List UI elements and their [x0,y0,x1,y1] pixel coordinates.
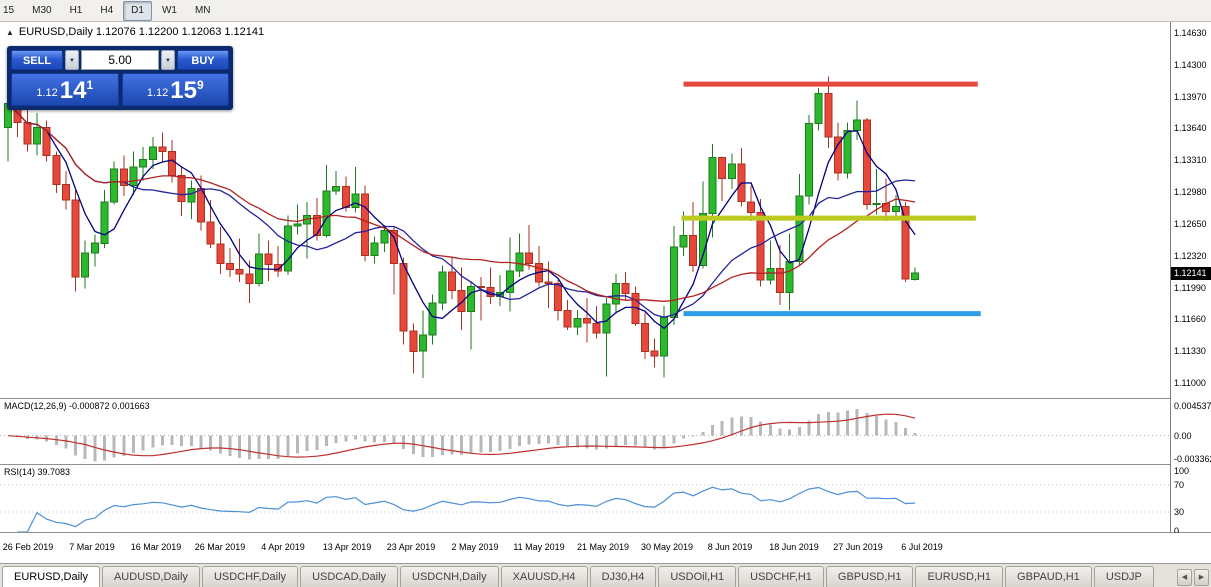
price-axis-label: 1.13310 [1174,155,1207,165]
price-axis-label: 1.12320 [1174,251,1207,261]
tab-usdoil-h1[interactable]: USDOil,H1 [658,566,737,587]
macd-pane[interactable]: MACD(12,26,9) -0.000872 0.001663 [0,399,1170,464]
price-axis[interactable]: 1.12141 1.14630 1.14300 1.13970 1.13640 1.13… [1170,22,1211,536]
tab-scroll-left-icon[interactable]: ◀ [1177,569,1192,586]
rsi-axis-label: 100 [1174,466,1190,476]
buy-button[interactable]: BUY [177,50,229,70]
price-axis-label: 1.11000 [1174,378,1206,388]
date-axis-label: 21 May 2019 [576,542,630,552]
tab-scroll-buttons: ◀ ▶ [1177,569,1209,586]
tab-eurusd-h1[interactable]: EURUSD,H1 [915,566,1004,587]
ask-price-prefix: 1.12 [146,87,169,99]
date-axis-label: 18 Jun 2019 [769,542,819,552]
date-axis-label: 4 Apr 2019 [261,542,305,552]
tab-gbpaud-h1[interactable]: GBPAUD,H1 [1005,566,1092,587]
current-price-badge: 1.12141 [1171,267,1211,280]
volume-stepper[interactable]: ▼ [161,50,175,70]
tab-eurusd-daily[interactable]: EURUSD,Daily [2,566,100,587]
timeframe-button-w1[interactable]: W1 [161,4,177,16]
tab-scroll-right-icon[interactable]: ▶ [1194,569,1209,586]
volume-input[interactable] [81,50,159,70]
sell-button[interactable]: SELL [11,50,63,70]
tab-usdchf-daily[interactable]: USDCHF,Daily [201,566,299,587]
bid-price-prefix: 1.12 [36,87,58,99]
date-axis-label: 11 May 2019 [513,542,565,552]
macd-axis-label: 0.004537 [1174,401,1211,411]
rsi-axis-label: 0 [1174,526,1180,536]
chart-title: ▲ EURUSD,Daily 1.12076 1.12200 1.12063 1… [6,26,264,38]
date-axis-label: 8 Jun 2019 [707,542,753,552]
price-axis-label: 1.14630 [1174,28,1207,38]
date-axis-label: 30 May 2019 [640,542,694,552]
macd-label: MACD(12,26,9) -0.000872 0.001663 [4,401,150,411]
price-axis-label: 1.13640 [1174,123,1207,133]
date-axis[interactable]: 26 Feb 2019 7 Mar 2019 16 Mar 2019 26 Mar 2… [0,533,1211,563]
date-axis-label: 2 May 2019 [451,542,499,552]
price-axis-label: 1.13970 [1174,92,1207,102]
date-axis-label: 27 Jun 2019 [833,542,883,552]
price-axis-label: 1.11330 [1174,346,1206,356]
date-axis-label: 16 Mar 2019 [130,542,182,552]
bid-price[interactable]: 1.12 14 1 [11,73,119,106]
pane-separator [0,532,1211,533]
ask-price[interactable]: 1.12 15 9 [121,73,229,106]
bid-price-big: 14 [59,77,87,104]
rsi-pane[interactable]: RSI(14) 39.7083 [0,465,1170,532]
date-axis-label: 23 Apr 2019 [386,542,436,552]
rsi-chart-svg [0,484,1170,532]
timeframe-button-15[interactable]: 15 [3,4,15,16]
timeframe-button-h4[interactable]: H4 [100,4,114,16]
tab-usdchf-h1[interactable]: USDCHF,H1 [738,566,824,587]
one-click-trading-panel: SELL ▼ ▼ BUY 1.12 14 1 1.12 15 9 [7,46,233,110]
price-axis-label: 1.11990 [1174,283,1206,293]
tab-usdcad-daily[interactable]: USDCAD,Daily [300,566,399,587]
ask-price-big: 15 [170,77,197,104]
chart-window: ▲ EURUSD,Daily 1.12076 1.12200 1.12063 1… [0,22,1211,563]
volume-dropdown[interactable]: ▼ [65,50,79,70]
rsi-axis-label: 70 [1174,480,1185,490]
price-axis-label: 1.12650 [1174,219,1207,229]
chart-title-text: EURUSD,Daily 1.12076 1.12200 1.12063 1.1… [18,26,265,38]
date-axis-label: 7 Mar 2019 [69,542,115,552]
price-axis-label: 1.14300 [1174,60,1207,70]
timeframe-button-h1[interactable]: H1 [69,4,83,16]
ask-price-pip: 9 [196,78,204,92]
timeframe-toolbar: 15 M30 H1 H4 D1 W1 MN [0,0,1211,22]
timeframe-button-m30[interactable]: M30 [32,4,52,16]
timeframe-button-d1[interactable]: D1 [123,0,152,21]
macd-axis-label: -0.003362 [1174,454,1211,464]
tab-usdjp[interactable]: USDJP [1093,566,1154,587]
tab-xauusd-h4[interactable]: XAUUSD,H4 [500,566,588,587]
price-axis-label: 1.11660 [1174,314,1206,324]
pane-separator [0,464,1211,465]
price-chart-svg [4,76,981,379]
macd-axis-label: 0.00 [1174,431,1192,441]
rsi-label: RSI(14) 39.7083 [4,467,71,477]
tab-dj30-h4[interactable]: DJ30,H4 [589,566,657,587]
bid-price-pip: 1 [86,78,94,92]
chart-tabs: EURUSD,Daily AUDUSD,Daily USDCHF,Daily USDC… [0,563,1211,587]
macd-chart-svg [0,409,1170,462]
tab-usdcnh-daily[interactable]: USDCNH,Daily [400,566,499,587]
date-axis-label: 6 Jul 2019 [901,542,943,552]
pane-separator [0,398,1211,399]
price-axis-label: 1.12980 [1174,187,1207,197]
rsi-axis-label: 30 [1174,507,1185,517]
one-click-arrow-icon[interactable]: ▲ [6,27,14,37]
chevron-down-icon: ▼ [165,58,171,64]
tab-audusd-daily[interactable]: AUDUSD,Daily [101,566,200,587]
tab-gbpusd-h1[interactable]: GBPUSD,H1 [825,566,914,587]
date-axis-label: 26 Mar 2019 [194,542,246,552]
date-axis-label: 13 Apr 2019 [322,542,372,552]
date-axis-label: 26 Feb 2019 [2,542,54,552]
chevron-down-icon: ▼ [69,58,75,64]
timeframe-button-mn[interactable]: MN [194,4,211,16]
